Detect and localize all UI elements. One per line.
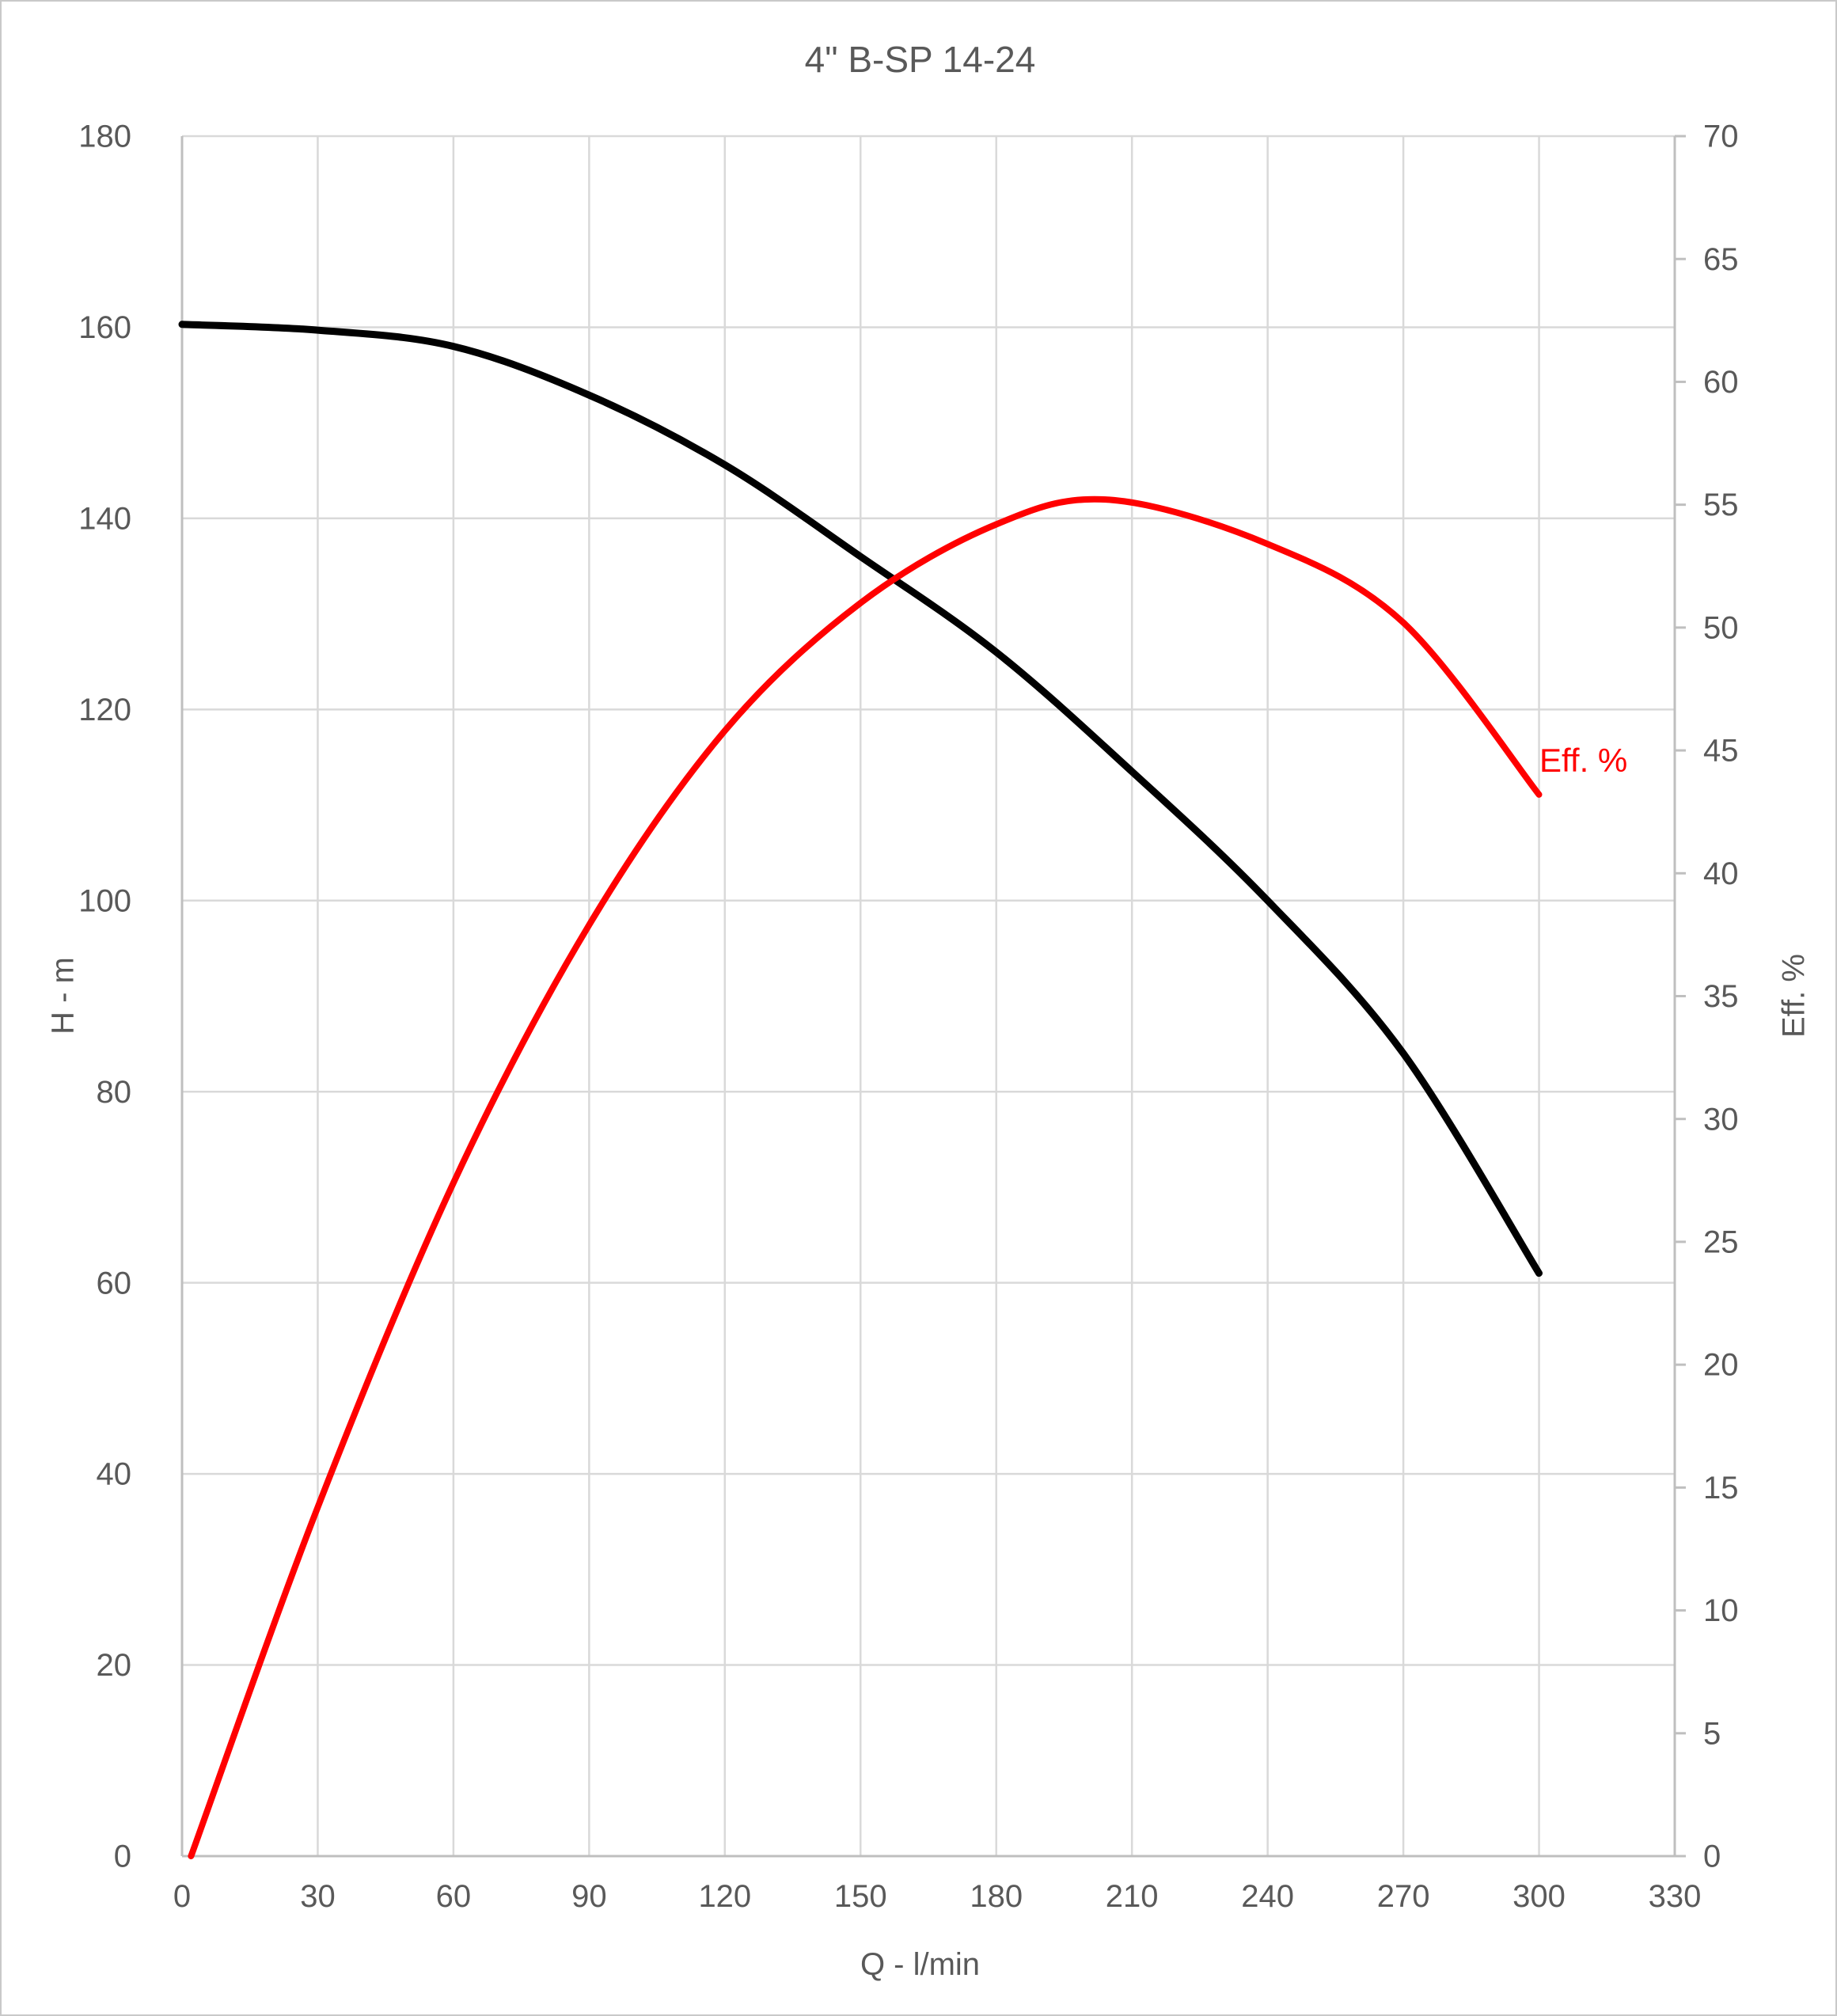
left-axis-tick-label: 140: [78, 501, 131, 536]
x-axis-tick-label: 30: [300, 1879, 336, 1914]
left-axis-tick-label: 180: [78, 120, 131, 154]
x-axis-title: Q - l/min: [860, 1947, 981, 1982]
left-axis-tick-label: 120: [78, 693, 131, 727]
x-axis-tick-label: 90: [571, 1879, 607, 1914]
x-axis-tick-label: 300: [1512, 1879, 1566, 1914]
head-curve: [178, 321, 1543, 1278]
x-axis-tick-label: 330: [1649, 1879, 1702, 1914]
right-axis-tick-label: 65: [1703, 242, 1739, 277]
right-axis-title: Eff. %: [1776, 954, 1812, 1038]
x-axis-tick-label: 240: [1241, 1879, 1294, 1914]
efficiency-curve: [188, 495, 1543, 1859]
right-axis-tick-label: 0: [1703, 1839, 1721, 1874]
right-axis-tick-label: 25: [1703, 1225, 1739, 1260]
left-axis-tick-label: 0: [114, 1839, 131, 1874]
right-axis-tick-label: 15: [1703, 1471, 1739, 1505]
x-axis-tick-label: 120: [698, 1879, 751, 1914]
right-axis-tick-label: 55: [1703, 488, 1739, 522]
x-axis-tick-label: 60: [436, 1879, 472, 1914]
right-axis-tick-label: 35: [1703, 979, 1739, 1014]
left-axis-tick-label: 20: [97, 1648, 132, 1683]
right-axis-tick-label: 5: [1703, 1716, 1721, 1751]
x-axis-tick-label: 180: [970, 1879, 1023, 1914]
right-axis-tick-label: 20: [1703, 1348, 1739, 1383]
right-axis-tick-label: 60: [1703, 365, 1739, 400]
left-axis-tick-label: 160: [78, 310, 131, 345]
left-axis-tick-label: 100: [78, 883, 131, 918]
right-axis-tick-label: 10: [1703, 1593, 1739, 1628]
left-axis-tick-label: 80: [97, 1075, 132, 1110]
left-axis-tick-label: 60: [97, 1266, 132, 1300]
right-axis-tick-label: 30: [1703, 1102, 1739, 1137]
x-axis-tick-label: 150: [834, 1879, 887, 1914]
right-axis-tick-label: 70: [1703, 120, 1739, 154]
right-axis-tick-label: 50: [1703, 610, 1739, 645]
x-axis-tick-label: 210: [1106, 1879, 1159, 1914]
left-axis-tick-label: 40: [97, 1457, 132, 1492]
x-axis-tick-label: 0: [173, 1879, 191, 1914]
right-axis-tick-label: 40: [1703, 856, 1739, 891]
x-axis-tick-label: 270: [1377, 1879, 1430, 1914]
right-axis-tick-label: 45: [1703, 734, 1739, 769]
left-axis-title: H - m: [45, 957, 81, 1035]
efficiency-series-label: Eff. %: [1539, 742, 1628, 779]
chart-title: 4" B-SP 14-24: [804, 39, 1036, 80]
